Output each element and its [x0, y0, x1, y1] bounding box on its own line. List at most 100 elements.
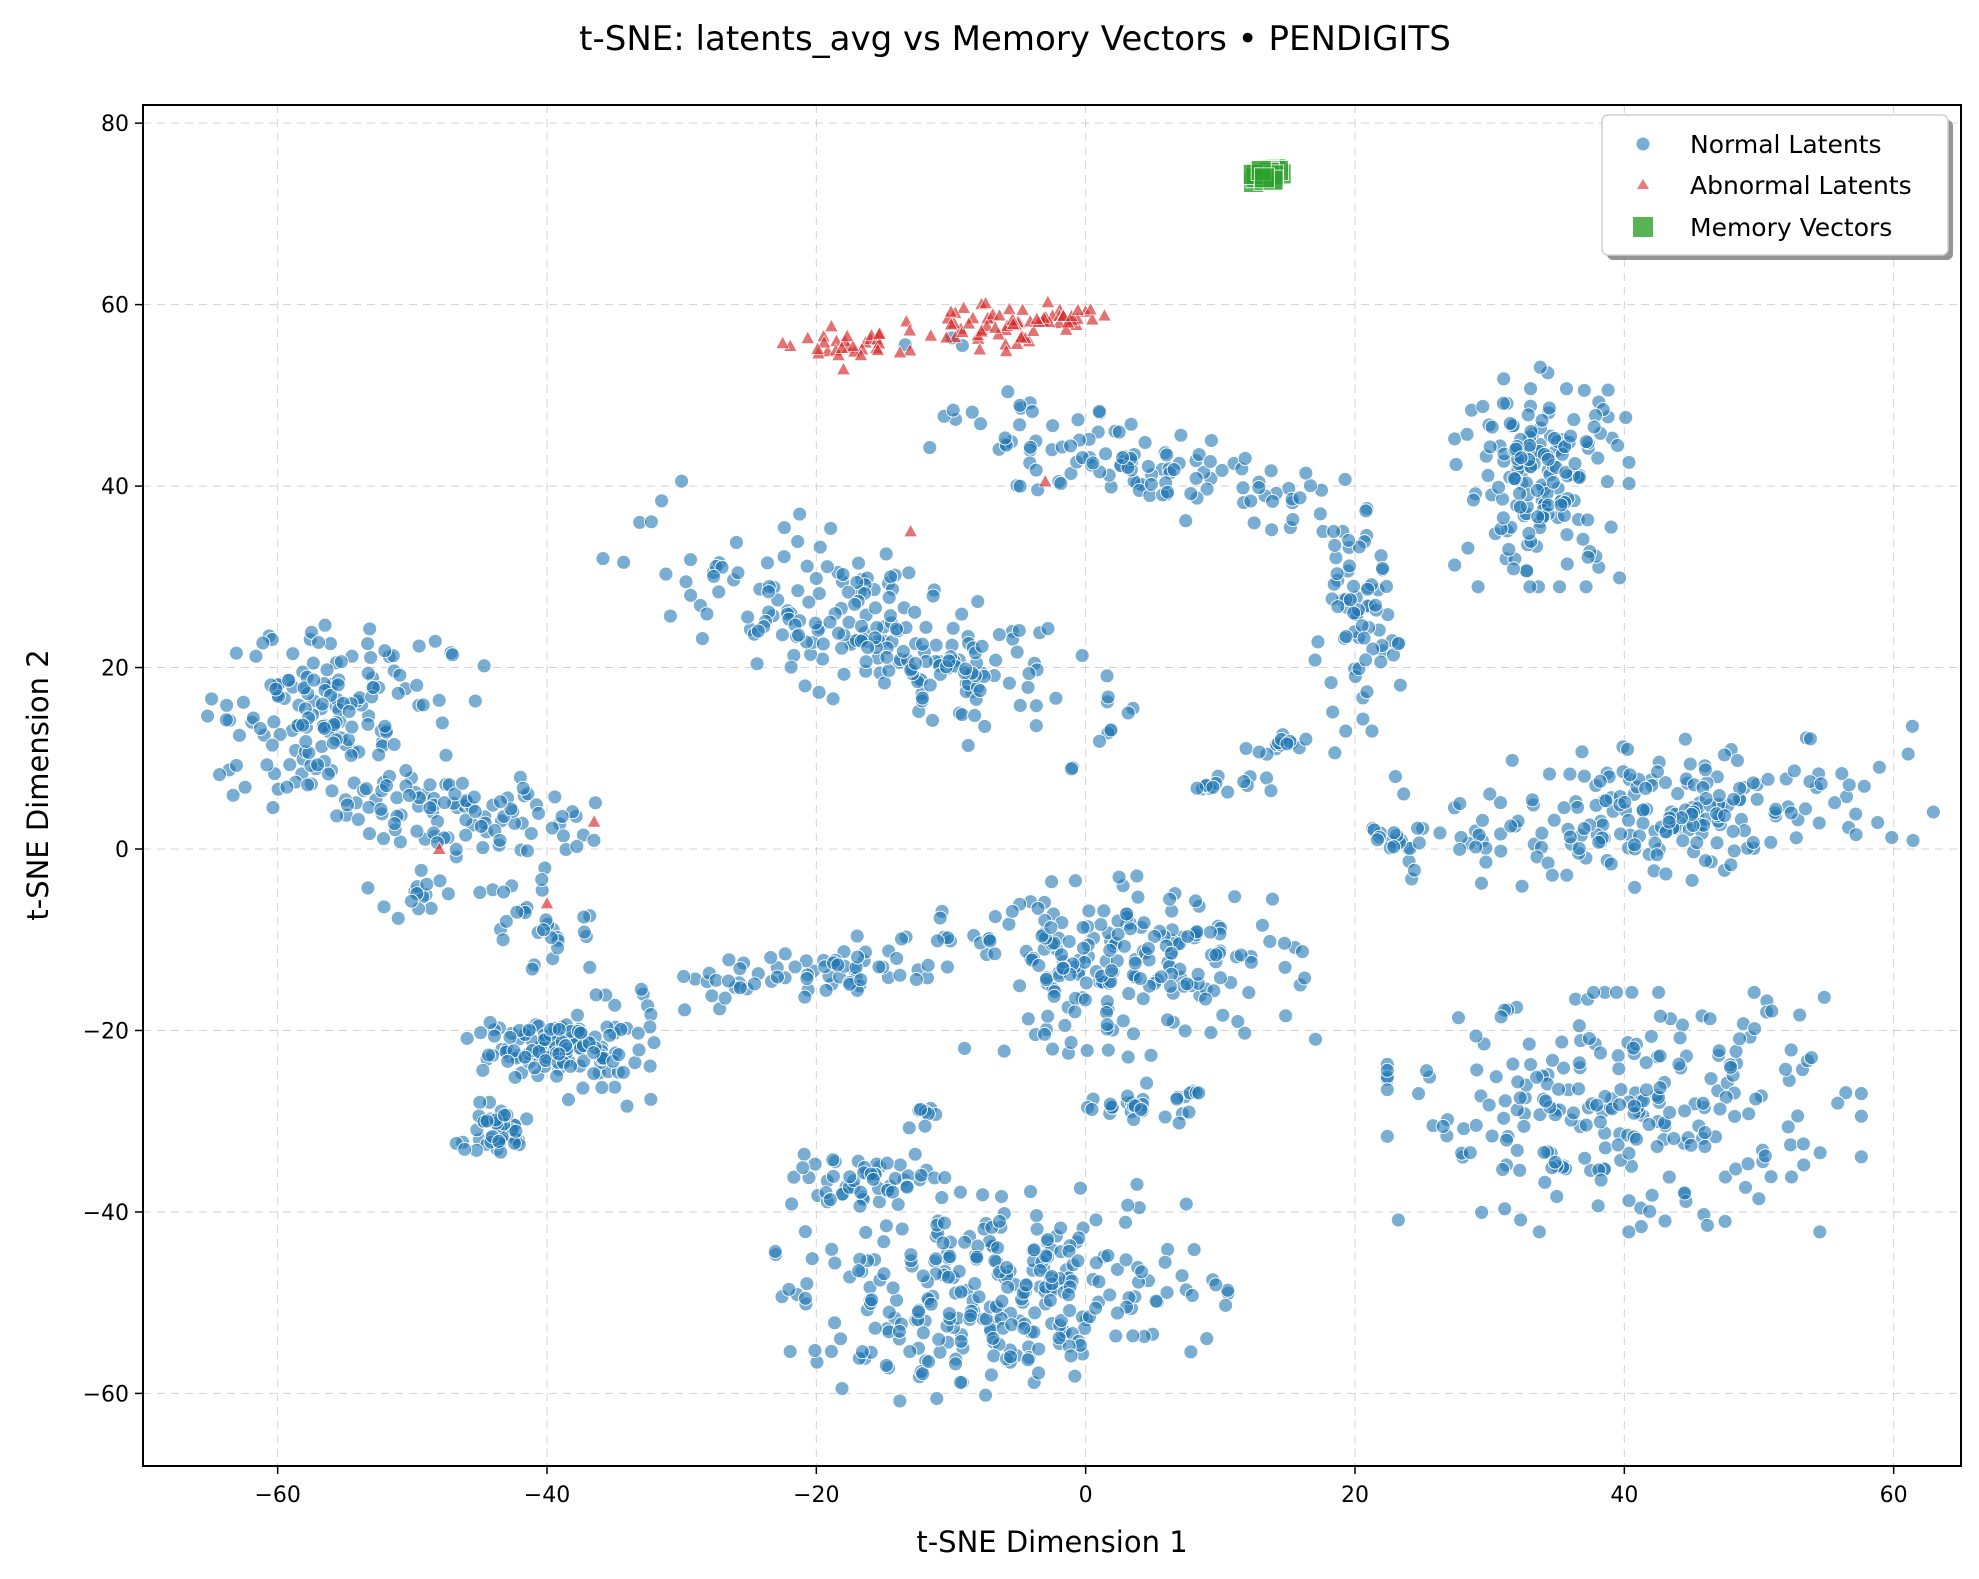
normal-latent-point	[728, 534, 744, 550]
normal-latent-point	[992, 1213, 1007, 1229]
normal-latent-point	[1798, 801, 1813, 817]
normal-latent-point	[1611, 1061, 1627, 1077]
normal-latent-point	[1689, 835, 1705, 851]
normal-latent-point	[569, 838, 585, 854]
normal-latent-point	[1120, 1197, 1136, 1213]
normal-latent-point	[929, 1391, 945, 1406]
normal-latent-point	[994, 1293, 1010, 1309]
normal-latent-point	[676, 968, 692, 984]
normal-latent-point	[662, 608, 678, 624]
normal-latent-point	[466, 789, 482, 805]
normal-latent-point	[807, 1156, 823, 1172]
normal-latent-point	[1447, 431, 1463, 447]
normal-latent-point	[781, 1281, 797, 1297]
normal-latent-point	[1327, 537, 1343, 553]
normal-latent-point	[1379, 1062, 1395, 1078]
normal-latent-point	[1063, 1348, 1079, 1364]
normal-latent-point	[922, 677, 938, 693]
abnormal-latent-point	[831, 347, 846, 361]
normal-latent-point	[1529, 1069, 1545, 1085]
normal-latent-point	[1534, 412, 1550, 428]
normal-latent-point	[1506, 561, 1521, 577]
normal-latent-point	[1474, 1204, 1490, 1220]
abnormal-latent-point	[978, 295, 993, 309]
normal-latent-point	[360, 880, 376, 896]
normal-latent-point	[1559, 527, 1575, 543]
normal-latent-point	[1062, 1303, 1078, 1319]
normal-latent-point	[985, 1330, 1001, 1346]
normal-latent-point	[1100, 1042, 1116, 1058]
normal-latent-point	[1757, 1148, 1773, 1164]
normal-latent-point	[1711, 1043, 1727, 1059]
normal-latent-point	[852, 1198, 868, 1214]
normal-latent-point	[1164, 945, 1179, 961]
normal-latent-point	[1251, 480, 1267, 496]
normal-latent-point	[790, 583, 806, 599]
normal-latent-point	[683, 587, 699, 603]
normal-latent-point	[1586, 419, 1602, 435]
normal-latent-point	[1098, 446, 1114, 462]
normal-latent-point	[1790, 1108, 1806, 1124]
normal-latent-point	[1251, 744, 1267, 760]
normal-latent-point	[212, 767, 227, 783]
normal-latent-point	[932, 910, 948, 926]
plot-frame	[142, 104, 1962, 1467]
normal-latent-point	[1788, 830, 1804, 846]
normal-latent-point	[1203, 433, 1219, 448]
normal-latent-point	[925, 588, 941, 604]
normal-latent-point	[1099, 668, 1115, 684]
normal-latent-point	[1652, 1080, 1668, 1096]
normal-latent-point	[1120, 705, 1136, 721]
abnormal-latent-point	[1097, 308, 1112, 322]
normal-latent-point	[763, 950, 779, 965]
normal-latent-point	[1162, 891, 1178, 907]
normal-latent-point	[925, 712, 940, 728]
normal-latent-point	[573, 1025, 589, 1041]
normal-latent-point	[1215, 1007, 1231, 1023]
normal-latent-point	[836, 666, 852, 682]
normal-latent-point	[830, 957, 846, 973]
normal-latent-point	[272, 727, 288, 742]
normal-latent-point	[479, 1113, 495, 1129]
normal-latent-point	[1120, 1049, 1136, 1065]
normal-latent-point	[823, 520, 839, 536]
normal-latent-point	[1045, 1041, 1060, 1057]
normal-latent-point	[1682, 756, 1698, 772]
abnormal-latent-point	[1013, 330, 1029, 344]
normal-latent-point	[777, 946, 793, 962]
legend-marker-memory	[1633, 217, 1653, 237]
normal-latent-point	[867, 600, 883, 616]
normal-latent-point	[1456, 1121, 1472, 1137]
normal-latent-point	[1459, 426, 1475, 442]
normal-latent-point	[1122, 921, 1138, 937]
normal-latent-point	[401, 787, 417, 803]
normal-latent-point	[1067, 1368, 1083, 1384]
normal-latent-point	[1519, 563, 1535, 579]
normal-latent-point	[952, 1184, 968, 1200]
normal-latent-point	[1522, 437, 1538, 453]
normal-latent-point	[1072, 1180, 1088, 1196]
normal-latent-point	[1884, 830, 1900, 845]
normal-latent-point	[1021, 666, 1037, 681]
abnormal-latent-point	[824, 318, 839, 332]
normal-latent-point	[1081, 903, 1097, 919]
normal-latent-point	[1513, 1212, 1529, 1228]
normal-latent-point	[1117, 938, 1132, 954]
normal-latent-point	[1495, 395, 1511, 411]
normal-latent-point	[1136, 915, 1152, 931]
points-layer	[200, 158, 1941, 1409]
normal-latent-point	[1848, 827, 1864, 843]
normal-latent-point	[1562, 766, 1578, 782]
normal-latent-point	[1208, 1277, 1224, 1293]
normal-latent-point	[1549, 1189, 1565, 1204]
normal-latent-point	[853, 972, 869, 988]
normal-latent-point	[252, 721, 268, 736]
normal-latent-point	[1783, 1042, 1799, 1058]
normal-latent-point	[1243, 954, 1259, 970]
normal-latent-point	[549, 1068, 565, 1084]
normal-latent-point	[1792, 1007, 1808, 1023]
normal-latent-point	[790, 534, 806, 549]
normal-latent-point	[1697, 1125, 1713, 1141]
normal-latent-point	[1590, 1198, 1606, 1214]
normal-latent-point	[1547, 430, 1563, 446]
